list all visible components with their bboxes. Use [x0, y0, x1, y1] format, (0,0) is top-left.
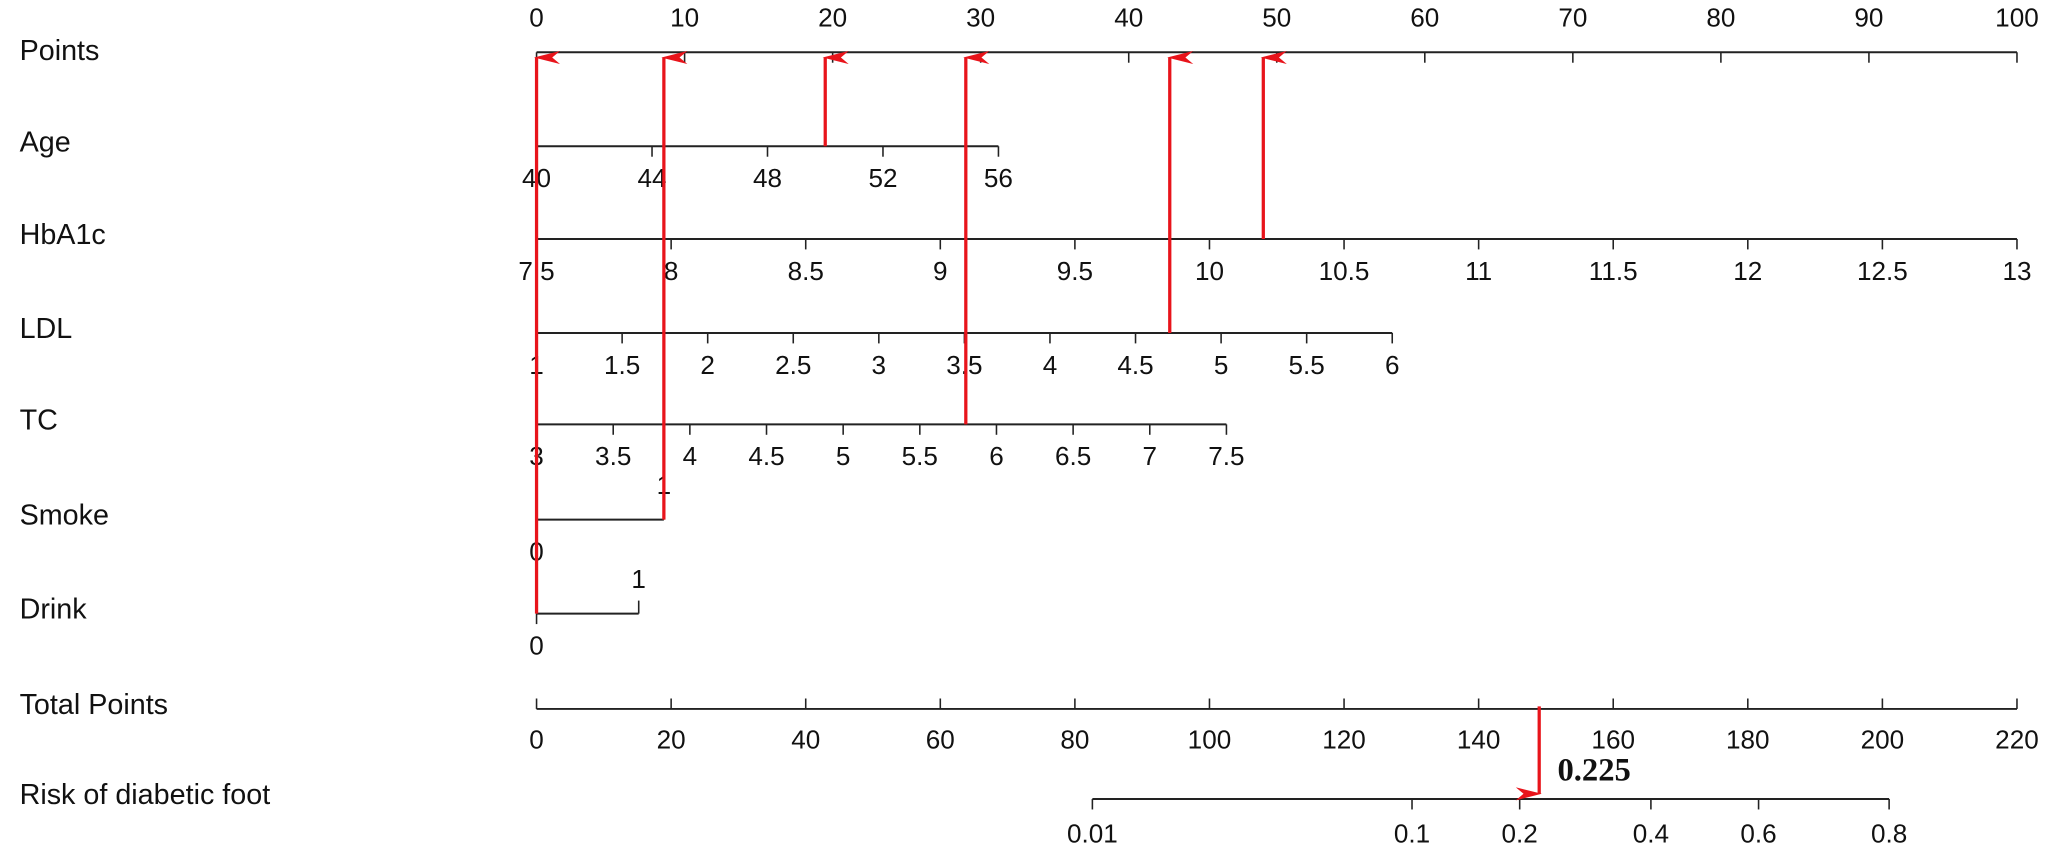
tick-label: 200: [1861, 724, 1905, 754]
tick-label: 140: [1457, 724, 1501, 754]
tick-label: 180: [1726, 724, 1770, 754]
tick-label: 0.4: [1633, 818, 1669, 848]
tick-label: 10.5: [1319, 256, 1370, 286]
tick-label: 0: [529, 630, 544, 660]
row-label: Drink: [20, 594, 88, 626]
tick-label: 4.5: [748, 441, 784, 471]
tick-label: 20: [818, 3, 847, 33]
tick-label: 70: [1558, 3, 1587, 33]
tick-label: 0.2: [1502, 818, 1538, 848]
tick-label: 2.5: [775, 350, 811, 380]
tick-label: 5: [1214, 350, 1229, 380]
tick-label: 40: [791, 724, 820, 754]
tick-label: 6.5: [1055, 441, 1091, 471]
row-label: Total Points: [20, 689, 168, 721]
tick-label: 90: [1854, 3, 1883, 33]
tick-label: 40: [1114, 3, 1143, 33]
tick-label: 12.5: [1857, 256, 1908, 286]
tick-label: 0: [529, 3, 544, 33]
row-label: Points: [20, 35, 100, 67]
tick-label: 10: [1195, 256, 1224, 286]
tick-label: 50: [1262, 3, 1291, 33]
row-label: HbA1c: [20, 219, 106, 251]
tick-label: 60: [1410, 3, 1439, 33]
tick-label: 3: [872, 350, 887, 380]
tick-label: 11.5: [1589, 256, 1638, 286]
tick-label: 4: [683, 441, 698, 471]
tick-label: 100: [1188, 724, 1232, 754]
tick-label: 80: [1060, 724, 1089, 754]
tick-label: 80: [1706, 3, 1735, 33]
tick-label: 9: [933, 256, 948, 286]
tick-label: 120: [1322, 724, 1366, 754]
tick-label: 7: [1143, 441, 1158, 471]
row-label: Risk of diabetic foot: [20, 779, 271, 811]
tick-label: 30: [966, 3, 995, 33]
tick-label: 1.5: [604, 350, 640, 380]
tick-label: 5.5: [902, 441, 938, 471]
tick-label: 8.5: [788, 256, 824, 286]
tick-label: 220: [1995, 724, 2039, 754]
tick-label: 0.6: [1740, 818, 1776, 848]
tick-label: 6: [989, 441, 1004, 471]
tick-label: 20: [657, 724, 686, 754]
tick-label: 52: [868, 163, 897, 193]
row-label: Age: [20, 126, 71, 158]
tick-label: 4: [1043, 350, 1058, 380]
tick-label: 3.5: [595, 441, 631, 471]
tick-label: 6: [1385, 350, 1400, 380]
tick-label: 1: [631, 564, 646, 594]
tick-label: 0.8: [1871, 818, 1907, 848]
tick-label: 0.1: [1394, 818, 1430, 848]
risk-value-label: 0.225: [1557, 752, 1630, 788]
row-label: Smoke: [20, 500, 109, 532]
tick-label: 5.5: [1289, 350, 1325, 380]
tick-label: 10: [670, 3, 699, 33]
tick-label: 0: [529, 724, 544, 754]
tick-label: 100: [1995, 3, 2039, 33]
tick-label: 11: [1465, 256, 1492, 286]
tick-label: 7.5: [1208, 441, 1244, 471]
tick-label: 4.5: [1117, 350, 1153, 380]
tick-label: 2: [700, 350, 715, 380]
tick-label: 13: [2002, 256, 2031, 286]
row-label: TC: [20, 404, 58, 436]
tick-label: 56: [984, 163, 1013, 193]
tick-label: 48: [753, 163, 782, 193]
tick-label: 60: [926, 724, 955, 754]
tick-label: 9.5: [1057, 256, 1093, 286]
tick-label: 8: [664, 256, 679, 286]
tick-label: 44: [638, 163, 667, 193]
tick-label: 5: [836, 441, 851, 471]
tick-label: 160: [1591, 724, 1635, 754]
row-label: LDL: [20, 313, 73, 345]
tick-label: 12: [1733, 256, 1762, 286]
tick-label: 0.01: [1067, 818, 1118, 848]
